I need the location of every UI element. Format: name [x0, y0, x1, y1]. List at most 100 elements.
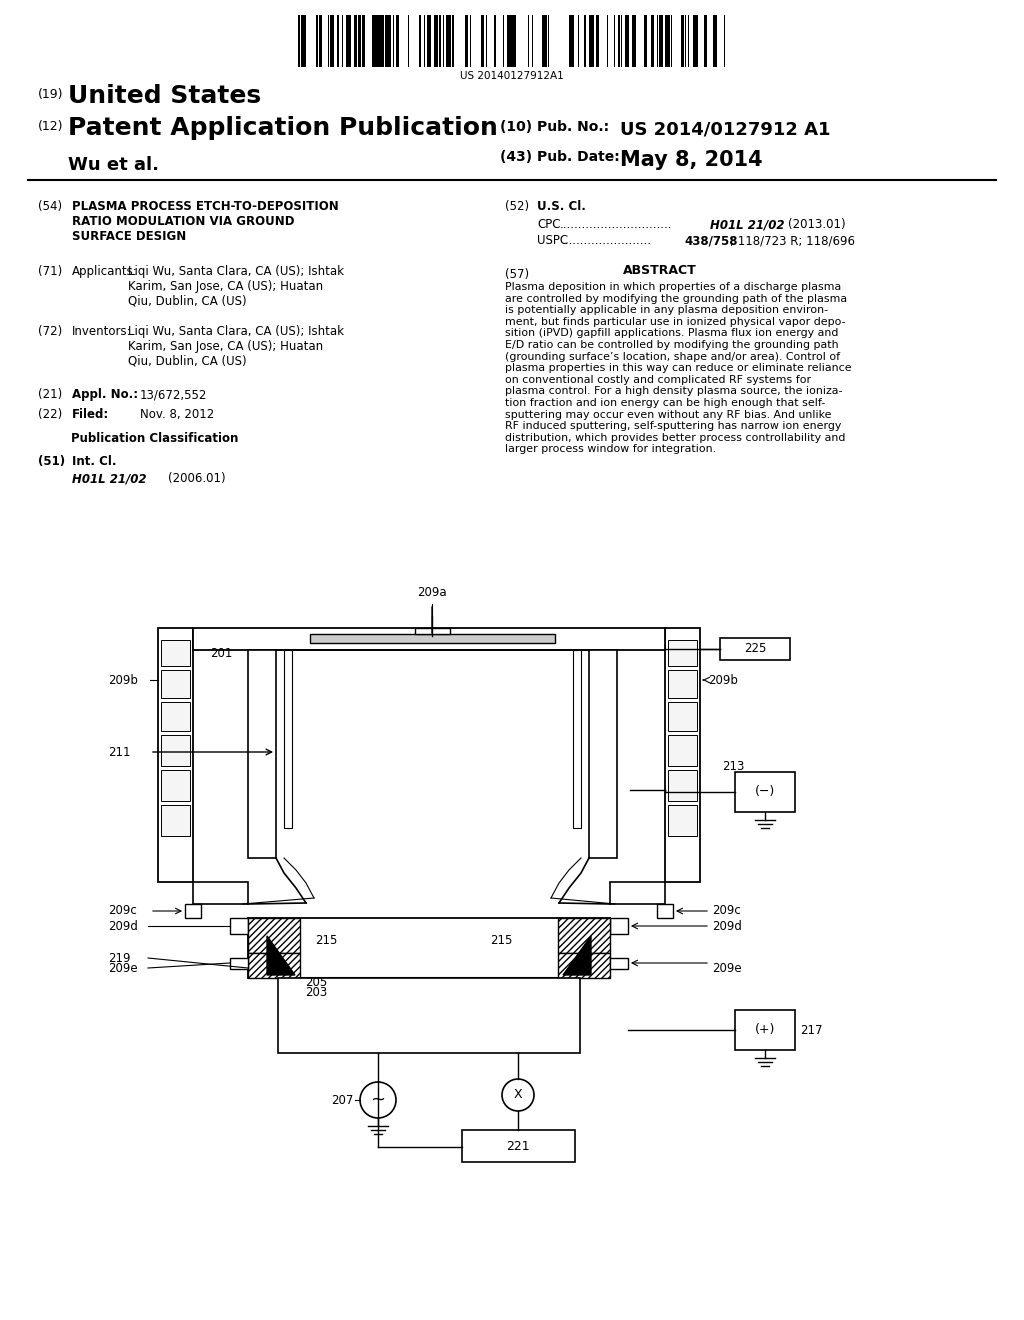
- Bar: [693, 15, 698, 67]
- Bar: [415, 628, 450, 634]
- Text: ; 118/723 R; 118/696: ; 118/723 R; 118/696: [730, 234, 855, 247]
- Bar: [346, 15, 348, 67]
- Text: 221: 221: [506, 1139, 529, 1152]
- Text: Liqi Wu, Santa Clara, CA (US); Ishtak
Karim, San Jose, CA (US); Huatan
Qiu, Dubl: Liqi Wu, Santa Clara, CA (US); Ishtak Ka…: [128, 325, 344, 368]
- Bar: [435, 15, 437, 67]
- Bar: [278, 978, 580, 1053]
- Bar: [193, 882, 248, 904]
- Bar: [618, 15, 620, 67]
- Text: Filed:: Filed:: [72, 408, 110, 421]
- Bar: [596, 15, 599, 67]
- Bar: [449, 15, 451, 67]
- Bar: [681, 15, 684, 67]
- Text: U.S. Cl.: U.S. Cl.: [537, 201, 586, 213]
- Text: 209b: 209b: [708, 673, 738, 686]
- Bar: [248, 953, 300, 978]
- Text: 209c: 209c: [108, 904, 137, 917]
- Bar: [668, 735, 697, 766]
- Bar: [337, 15, 339, 67]
- Bar: [610, 958, 628, 969]
- Bar: [348, 15, 351, 67]
- Text: May 8, 2014: May 8, 2014: [620, 150, 763, 170]
- Bar: [161, 671, 190, 698]
- Bar: [668, 805, 697, 836]
- Bar: [362, 15, 365, 67]
- Bar: [659, 15, 663, 67]
- Text: (2013.01): (2013.01): [788, 218, 846, 231]
- Text: (57): (57): [505, 268, 529, 281]
- Text: 205: 205: [305, 975, 328, 989]
- Bar: [589, 649, 617, 858]
- Text: 209c: 209c: [712, 904, 740, 917]
- Bar: [161, 805, 190, 836]
- Text: ABSTRACT: ABSTRACT: [624, 264, 697, 277]
- Text: US 20140127912A1: US 20140127912A1: [460, 71, 564, 81]
- Text: 209b: 209b: [108, 673, 138, 686]
- Text: PLASMA PROCESS ETCH-TO-DEPOSITION
RATIO MODULATION VIA GROUND
SURFACE DESIGN: PLASMA PROCESS ETCH-TO-DEPOSITION RATIO …: [72, 201, 339, 243]
- Polygon shape: [563, 936, 591, 975]
- Text: Wu et al.: Wu et al.: [68, 156, 159, 174]
- Bar: [332, 15, 334, 67]
- Bar: [558, 917, 610, 953]
- Text: Inventors:: Inventors:: [72, 325, 132, 338]
- Text: 215: 215: [490, 933, 512, 946]
- Bar: [573, 649, 581, 828]
- Bar: [161, 702, 190, 731]
- Text: 201: 201: [210, 647, 232, 660]
- Bar: [665, 15, 670, 67]
- Bar: [380, 15, 384, 67]
- Bar: [634, 15, 636, 67]
- Bar: [358, 15, 361, 67]
- Text: (51): (51): [38, 455, 66, 469]
- Text: Publication Classification: Publication Classification: [72, 432, 239, 445]
- Bar: [248, 649, 276, 858]
- Bar: [388, 15, 391, 67]
- Bar: [161, 640, 190, 667]
- Text: 225: 225: [743, 642, 766, 655]
- Bar: [665, 628, 700, 882]
- Bar: [354, 15, 357, 67]
- Text: (22): (22): [38, 408, 62, 421]
- Text: 207: 207: [331, 1093, 353, 1106]
- Bar: [230, 958, 248, 969]
- Bar: [610, 882, 665, 904]
- Text: ..............................: ..............................: [560, 218, 673, 231]
- Bar: [427, 15, 429, 67]
- Text: (19): (19): [38, 88, 63, 102]
- Bar: [625, 15, 629, 67]
- Bar: [230, 917, 248, 935]
- Bar: [507, 15, 510, 67]
- Text: (10) Pub. No.:: (10) Pub. No.:: [500, 120, 609, 135]
- Bar: [301, 15, 306, 67]
- Text: Appl. No.:: Appl. No.:: [72, 388, 138, 401]
- Bar: [161, 735, 190, 766]
- Bar: [429, 15, 431, 67]
- Text: H01L 21/02: H01L 21/02: [710, 218, 784, 231]
- Bar: [668, 770, 697, 801]
- Text: USPC: USPC: [537, 234, 568, 247]
- Text: Nov. 8, 2012: Nov. 8, 2012: [140, 408, 214, 421]
- Text: (43) Pub. Date:: (43) Pub. Date:: [500, 150, 620, 164]
- Text: US 2014/0127912 A1: US 2014/0127912 A1: [620, 120, 830, 139]
- Bar: [158, 628, 193, 882]
- Bar: [657, 904, 673, 917]
- Text: 213: 213: [722, 760, 744, 774]
- Bar: [161, 770, 190, 801]
- Bar: [284, 649, 292, 828]
- Bar: [439, 15, 441, 67]
- Bar: [714, 15, 717, 67]
- Bar: [632, 15, 634, 67]
- Text: Int. Cl.: Int. Cl.: [72, 455, 117, 469]
- Text: (21): (21): [38, 388, 62, 401]
- Text: 203: 203: [305, 986, 328, 998]
- Bar: [396, 15, 399, 67]
- Bar: [330, 15, 332, 67]
- Text: 211: 211: [108, 746, 130, 759]
- Text: ~: ~: [371, 1092, 385, 1109]
- Text: (−): (−): [755, 785, 775, 799]
- Bar: [374, 15, 376, 67]
- Bar: [558, 953, 610, 978]
- Bar: [377, 15, 380, 67]
- Bar: [735, 1010, 795, 1049]
- Bar: [462, 1130, 575, 1162]
